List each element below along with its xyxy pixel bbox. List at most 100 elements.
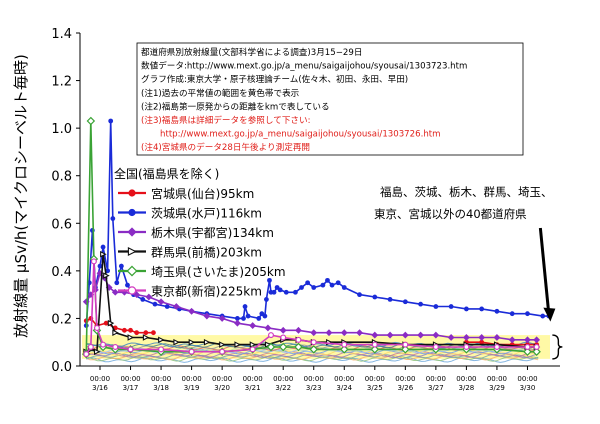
x-tick-date: 3/25 xyxy=(367,384,383,392)
series-marker xyxy=(134,330,140,336)
series-marker xyxy=(493,343,500,350)
note-line: 都道府県別放射線量(文部科学省による調査)3月15−29日 xyxy=(141,46,362,58)
series-marker xyxy=(256,316,262,321)
series-marker xyxy=(100,250,107,258)
series-marker xyxy=(97,263,103,269)
series-marker xyxy=(127,334,135,341)
series-marker xyxy=(478,334,486,341)
series-marker xyxy=(188,338,196,346)
series-marker xyxy=(121,288,128,296)
series-marker xyxy=(340,345,349,354)
x-tick-time: 00:00 xyxy=(487,375,507,383)
x-tick-date: 3/27 xyxy=(428,384,444,392)
series-marker xyxy=(417,331,424,339)
series-marker xyxy=(234,341,242,348)
series-marker xyxy=(128,208,136,217)
series-marker xyxy=(264,297,269,302)
series-marker xyxy=(122,327,127,333)
series-marker xyxy=(493,334,501,341)
series-marker xyxy=(241,316,246,321)
series-marker xyxy=(402,341,409,348)
series-marker xyxy=(87,343,94,350)
series-marker xyxy=(173,338,180,346)
x-tick-date: 3/22 xyxy=(275,384,291,392)
series-marker xyxy=(249,346,256,353)
series-marker xyxy=(463,343,470,350)
others-brace xyxy=(552,334,563,360)
series-marker xyxy=(152,301,158,307)
series-marker xyxy=(540,313,546,319)
x-tick-time: 00:00 xyxy=(273,375,293,383)
series-marker xyxy=(479,339,485,345)
series-marker xyxy=(371,331,379,339)
notes-box-frame xyxy=(136,42,524,156)
series-5 xyxy=(83,258,540,358)
note-line: http://www.mext.go.jp/a_menu/saigaijohou… xyxy=(160,130,441,140)
series-marker xyxy=(114,280,120,286)
x-tick-date: 3/16 xyxy=(92,384,108,392)
callout: 福島、茨城、栃木、群馬、埼玉、 東京、宮城以外の40都道府県 xyxy=(374,185,563,360)
y-tick-label: 0.6 xyxy=(51,217,72,232)
series-marker xyxy=(447,334,455,341)
y-tick-label: 1.2 xyxy=(51,75,72,90)
series-marker xyxy=(128,327,133,333)
series-marker xyxy=(310,339,317,346)
series-marker xyxy=(164,304,170,309)
x-tick-date: 3/20 xyxy=(214,384,230,392)
x-tick-date: 3/19 xyxy=(184,384,200,392)
series-marker xyxy=(267,277,272,283)
series-marker xyxy=(508,336,516,344)
series-marker xyxy=(111,288,119,296)
y-axis-label: 放射線量 μSv/h(マイクロシーベルト毎時) xyxy=(12,54,30,338)
legend-label: 宮城県(仙台)95km xyxy=(151,186,254,201)
series-marker xyxy=(401,345,410,354)
series-marker xyxy=(295,336,302,343)
series-marker xyxy=(249,322,257,329)
legend-entry: 栃木県(宇都宮)134km xyxy=(118,225,274,240)
x-tick-time: 00:00 xyxy=(426,375,446,383)
series-marker xyxy=(90,258,97,265)
series-marker xyxy=(203,338,211,346)
series-marker xyxy=(127,286,137,295)
x-tick-time: 00:00 xyxy=(395,375,415,383)
series-marker xyxy=(172,303,180,310)
legend-entry: 群馬県(前橋)203km xyxy=(118,245,262,260)
note-line: (注1)過去の平常値の範囲を黄色帯で表示 xyxy=(141,87,300,99)
y-tick-label: 0.8 xyxy=(51,170,72,185)
series-marker xyxy=(264,324,272,332)
series-marker xyxy=(93,348,101,356)
series-marker xyxy=(100,244,106,250)
series-marker xyxy=(100,341,107,348)
series-marker xyxy=(105,268,111,274)
x-tick-date: 3/18 xyxy=(153,384,169,392)
series-marker xyxy=(310,329,318,337)
series-marker xyxy=(96,269,104,277)
series-marker xyxy=(218,315,226,322)
series-marker xyxy=(140,297,146,302)
series-marker xyxy=(341,341,348,348)
series-marker xyxy=(311,285,317,290)
series-marker xyxy=(370,345,380,354)
series-marker xyxy=(341,285,347,290)
series-marker xyxy=(340,329,348,337)
x-tick-date: 3/28 xyxy=(459,384,475,392)
series-marker xyxy=(299,285,304,290)
series-marker xyxy=(82,298,90,306)
series-marker xyxy=(479,306,485,312)
series-marker xyxy=(157,298,165,306)
legend-entry: 茨城県(水戸)116km xyxy=(118,207,262,221)
series-marker xyxy=(278,342,288,352)
notes-box: 都道府県別放射線量(文部科学省による調査)3月15−29日数値データ:http:… xyxy=(136,42,524,156)
series-marker xyxy=(203,312,211,320)
series-marker xyxy=(127,346,134,353)
series-marker xyxy=(142,334,150,341)
x-tick-time: 00:00 xyxy=(120,375,140,383)
series-marker xyxy=(494,308,500,314)
series-marker xyxy=(335,280,341,286)
series-marker xyxy=(402,299,408,305)
x-tick-time: 00:00 xyxy=(243,375,263,383)
series-marker xyxy=(158,336,165,344)
series-marker xyxy=(126,265,138,277)
series-marker xyxy=(127,227,137,237)
note-line: 数値データ:http://www.mext.go.jp/a_menu/saiga… xyxy=(141,60,467,72)
